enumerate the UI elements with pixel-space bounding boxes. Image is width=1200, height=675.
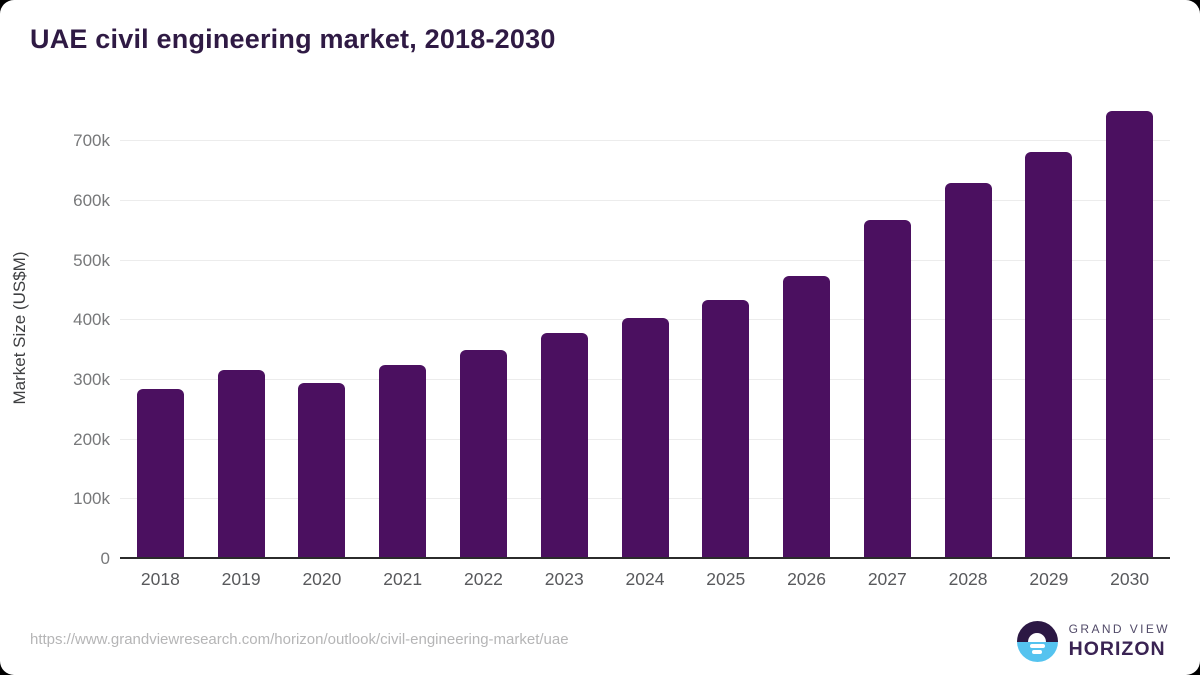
y-tick-label-400k: 400k — [73, 310, 110, 330]
bar-2027[interactable] — [863, 220, 911, 558]
logo-reflection-bar-1 — [1029, 644, 1045, 648]
x-tick-label-2019: 2019 — [221, 569, 261, 589]
logo-horizon-text: HORIZON — [1068, 638, 1166, 660]
bar-2020[interactable] — [298, 383, 346, 558]
x-tick-label-2018: 2018 — [140, 569, 180, 589]
x-tick-label-2023: 2023 — [544, 569, 584, 589]
x-tick-label-2020: 2020 — [302, 569, 342, 589]
y-tick-label-200k: 200k — [73, 429, 110, 449]
bar-2021[interactable] — [379, 364, 427, 558]
bar-2029[interactable] — [1025, 151, 1073, 558]
bar-2018[interactable] — [136, 389, 184, 558]
x-tick-label-2027: 2027 — [867, 569, 907, 589]
x-tick-label-2028: 2028 — [948, 569, 988, 589]
source-url: https://www.grandviewresearch.com/horizo… — [30, 631, 569, 648]
x-tick-label-2022: 2022 — [463, 569, 503, 589]
bar-2026[interactable] — [783, 276, 831, 558]
y-tick-label-0: 0 — [100, 549, 110, 568]
x-tick-label-2021: 2021 — [383, 569, 423, 589]
x-tick-label-2026: 2026 — [787, 569, 826, 589]
x-tick-label-2029: 2029 — [1029, 569, 1069, 589]
plot-area — [120, 95, 1170, 559]
y-tick-label-100k: 100k — [73, 489, 110, 509]
logo-sky-half — [1016, 621, 1058, 642]
bar-2022[interactable] — [459, 350, 507, 558]
bar-2028[interactable] — [944, 182, 992, 558]
y-tick-label-500k: 500k — [73, 250, 110, 270]
chart-title: UAE civil engineering market, 2018-2030 — [30, 24, 556, 54]
grand-view-horizon-logo: GRAND VIEW HORIZON — [1016, 621, 1170, 662]
y-tick-label-300k: 300k — [73, 370, 110, 389]
x-tick-label-2025: 2025 — [706, 569, 746, 589]
y-tick-label-700k: 700k — [73, 131, 110, 151]
logo-reflection-bar-2 — [1032, 650, 1043, 654]
logo-text: GRAND VIEW HORIZON — [1069, 622, 1170, 661]
bar-2019[interactable] — [217, 370, 265, 558]
y-tick-label-600k: 600k — [73, 191, 110, 210]
bar-2024[interactable] — [621, 317, 669, 558]
logo-grand-view-text: GRAND VIEW — [1068, 622, 1170, 636]
x-tick-label-2030: 2030 — [1110, 569, 1150, 589]
gridline-500k — [120, 259, 1170, 261]
logo-sun-shape — [1028, 632, 1047, 642]
x-tick-label-2024: 2024 — [625, 569, 665, 589]
bar-2025[interactable] — [702, 299, 750, 558]
gridline-700k — [120, 140, 1170, 142]
x-axis-line — [120, 557, 1170, 559]
bar-2023[interactable] — [540, 333, 588, 558]
horizon-sunrise-icon — [1016, 621, 1058, 662]
gridline-600k — [120, 200, 1170, 201]
bar-2030[interactable] — [1106, 110, 1154, 558]
